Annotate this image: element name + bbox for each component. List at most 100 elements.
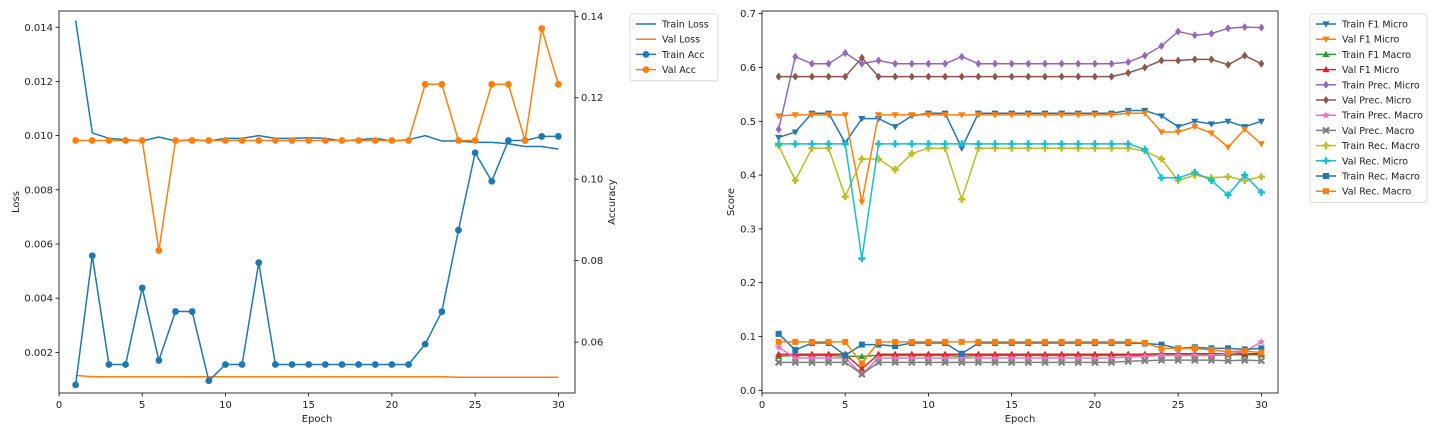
data-point — [908, 112, 916, 119]
data-point — [992, 72, 999, 81]
data-point — [942, 338, 949, 345]
data-point — [1108, 59, 1115, 68]
data-point — [791, 350, 799, 357]
legend-marker — [642, 66, 650, 73]
data-point — [808, 338, 815, 345]
data-point — [1057, 353, 1066, 362]
data-point — [908, 140, 916, 148]
data-point — [1091, 72, 1098, 81]
data-point — [858, 370, 866, 378]
data-point — [958, 338, 965, 345]
data-point — [338, 361, 346, 368]
data-point — [1240, 356, 1249, 364]
legend-label: Val Rec. Micro — [1342, 156, 1408, 167]
data-point — [1024, 140, 1032, 148]
data-point — [505, 137, 512, 144]
data-point — [205, 377, 213, 385]
data-point — [958, 112, 966, 119]
data-point — [1024, 358, 1033, 367]
series-val-prec-micro — [775, 51, 1265, 81]
data-point — [1258, 349, 1265, 356]
data-point — [188, 308, 196, 315]
series-line-train-loss — [74, 20, 559, 150]
data-point — [907, 353, 916, 362]
data-point — [1141, 110, 1149, 117]
data-point — [405, 137, 412, 144]
data-point — [992, 338, 999, 345]
data-point — [975, 59, 982, 68]
legend-item: Val F1 Micro — [1316, 35, 1400, 46]
data-point — [892, 343, 899, 350]
data-point — [891, 166, 899, 174]
data-point — [255, 259, 263, 267]
data-point — [1174, 124, 1182, 131]
data-point — [388, 361, 396, 368]
data-point — [1140, 352, 1149, 360]
y-axis-label: Score — [726, 188, 737, 216]
legend-label: Train Rec. Macro — [1341, 172, 1420, 183]
series-line-val-f1-micro — [778, 112, 1262, 203]
data-point — [1091, 140, 1099, 148]
data-point — [808, 140, 816, 148]
data-point — [1124, 352, 1133, 361]
data-point — [942, 59, 949, 68]
data-point — [1175, 345, 1182, 352]
legend-marker — [1323, 96, 1329, 104]
data-point — [775, 72, 782, 81]
legend-item: Val Loss — [636, 35, 700, 46]
data-point — [1257, 141, 1265, 148]
data-point — [974, 353, 983, 362]
data-point — [155, 247, 163, 254]
series-train-acc — [72, 133, 562, 389]
data-point — [941, 112, 949, 119]
legend-marker — [1323, 188, 1329, 195]
data-point — [958, 145, 966, 152]
data-point — [1124, 357, 1132, 366]
data-point — [958, 195, 966, 203]
x-tick-label: 30 — [552, 400, 565, 411]
data-point — [1207, 356, 1216, 364]
data-point — [775, 140, 783, 148]
data-point — [1091, 112, 1099, 119]
series-line-val-loss — [75, 374, 559, 379]
series-line-train-prec-macro — [778, 341, 1262, 375]
series-line-val-acc — [75, 27, 560, 252]
data-point — [1158, 345, 1165, 352]
data-point — [958, 140, 966, 148]
data-point — [521, 137, 529, 144]
data-point — [1007, 358, 1016, 367]
x-tick-label: 10 — [922, 400, 935, 411]
data-point — [874, 112, 883, 119]
data-point — [1241, 23, 1248, 32]
y2-tick-label: 0.08 — [581, 256, 603, 267]
data-point — [942, 72, 949, 81]
data-point — [908, 338, 915, 345]
legend-label: Train F1 Macro — [1341, 50, 1411, 61]
data-point — [554, 133, 562, 140]
data-point — [1241, 176, 1249, 185]
data-point — [1208, 346, 1215, 353]
data-point — [908, 350, 916, 357]
data-point — [255, 137, 263, 144]
data-point — [858, 59, 865, 68]
data-point — [1174, 351, 1183, 359]
y-tick-label: 0.006 — [24, 239, 53, 250]
data-point — [138, 137, 146, 144]
data-point — [891, 353, 900, 362]
data-point — [1157, 155, 1166, 163]
legend-label: Train F1 Micro — [1341, 20, 1408, 31]
data-point — [1208, 55, 1215, 64]
data-point — [421, 80, 429, 88]
data-point — [974, 350, 982, 357]
data-point — [924, 140, 933, 148]
data-point — [775, 350, 783, 357]
data-point — [288, 361, 296, 368]
data-point — [105, 137, 113, 144]
data-point — [538, 133, 546, 140]
data-point — [791, 353, 800, 362]
data-point — [222, 137, 229, 144]
data-point — [1157, 174, 1166, 182]
data-point — [1024, 112, 1032, 119]
data-point — [1191, 31, 1198, 40]
legend-item: Train Loss — [636, 20, 709, 31]
